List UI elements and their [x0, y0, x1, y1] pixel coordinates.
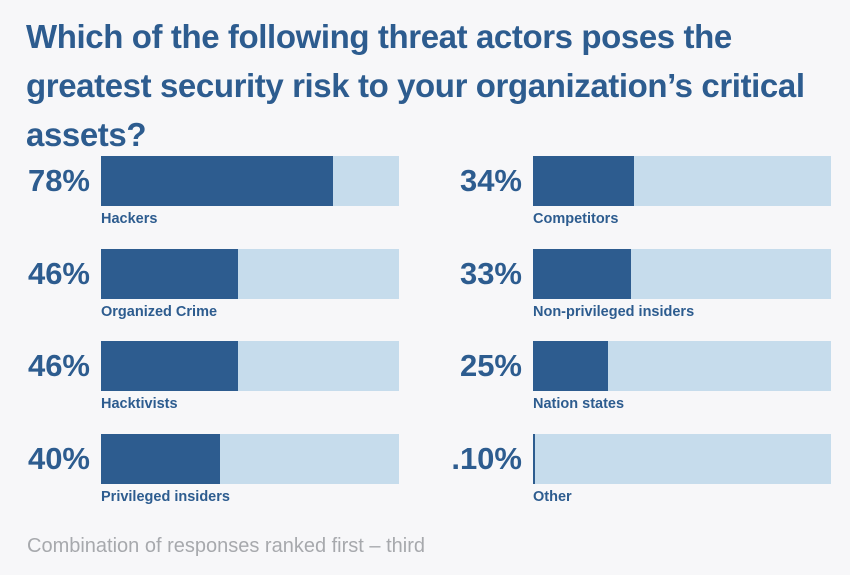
value-label-nation-states: 25% — [459, 348, 522, 383]
bar-track-non-privileged-insiders — [533, 248, 831, 299]
bar-privileged-insiders — [101, 433, 221, 484]
bar-hacktivists — [101, 341, 239, 391]
category-label-hacktivists: Hacktivists — [101, 396, 178, 412]
bar-hackers — [101, 156, 334, 206]
category-label-nation-states: Nation states — [533, 396, 625, 412]
bar-track-hacktivists — [101, 341, 399, 391]
category-label-other: Other — [533, 488, 572, 505]
category-label-competitors: Competitors — [533, 211, 619, 227]
value-label-competitors: 34% — [459, 163, 522, 198]
bar-track-other — [533, 433, 831, 484]
bar-track-organized-crime — [101, 248, 399, 299]
value-label-organized-crime: 46% — [27, 255, 90, 291]
category-label-hackers: Hackers — [101, 211, 158, 227]
bar-non-privileged-insiders — [533, 248, 632, 299]
bar-track-privileged-insiders — [101, 433, 399, 484]
value-label-privileged-insiders: 40% — [27, 440, 90, 476]
bar-other — [533, 433, 535, 484]
bar-track-nation-states — [533, 341, 831, 391]
bar-track-hackers — [101, 156, 399, 206]
value-label-other: .10% — [451, 440, 522, 476]
category-label-non-privileged-insiders: Non-privileged insiders — [533, 303, 695, 320]
bar-track-competitors — [533, 156, 831, 206]
chart-title: Which of the following threat actors pos… — [26, 18, 805, 153]
value-label-hacktivists: 46% — [27, 348, 90, 383]
bar-competitors — [533, 156, 635, 206]
value-label-hackers: 78% — [27, 163, 90, 198]
category-label-organized-crime: Organized Crime — [101, 303, 218, 320]
bar-organized-crime — [101, 248, 239, 299]
bar-nation-states — [533, 341, 608, 391]
value-label-non-privileged-insiders: 33% — [459, 255, 522, 291]
footnote: Combination of responses ranked first – … — [27, 535, 425, 557]
category-label-privileged-insiders: Privileged insiders — [101, 488, 230, 505]
